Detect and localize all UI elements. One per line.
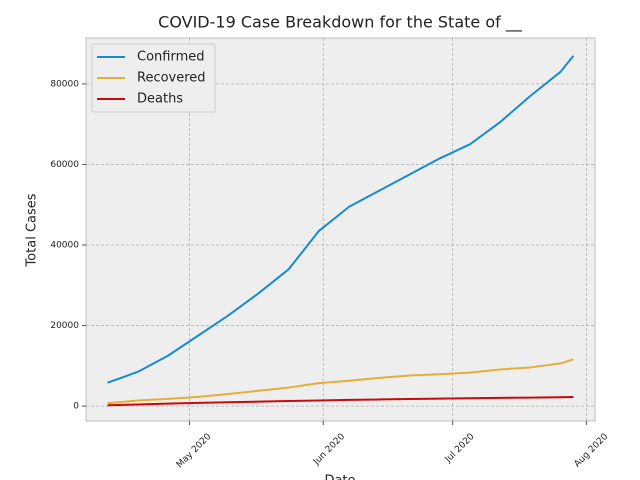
legend-label: Deaths: [137, 92, 183, 107]
x-tick-label: May 2020: [175, 432, 214, 471]
x-tick-label: Jun 2020: [311, 432, 347, 468]
series-line: [107, 358, 574, 405]
y-tick-label: 40000: [50, 241, 79, 251]
y-tick-label: 60000: [50, 160, 79, 170]
series-line: [107, 55, 575, 384]
x-axis-label: Date: [324, 474, 355, 480]
y-tick-label: 0: [73, 402, 79, 412]
x-tick-label: Jul 2020: [443, 432, 477, 466]
legend: Confirmed Recovered Deaths: [91, 43, 216, 113]
y-tick-label: 80000: [50, 79, 79, 89]
legend-label: Confirmed: [137, 50, 205, 65]
y-tick-label: 20000: [50, 321, 79, 331]
series-line: [107, 396, 574, 407]
y-axis-label: Total Cases: [25, 193, 40, 267]
legend-label: Recovered: [137, 71, 206, 86]
chart-title: COVID-19 Case Breakdown for the State of…: [158, 13, 523, 33]
x-tick-label: Aug 2020: [573, 432, 611, 470]
legend-box: [91, 43, 216, 113]
